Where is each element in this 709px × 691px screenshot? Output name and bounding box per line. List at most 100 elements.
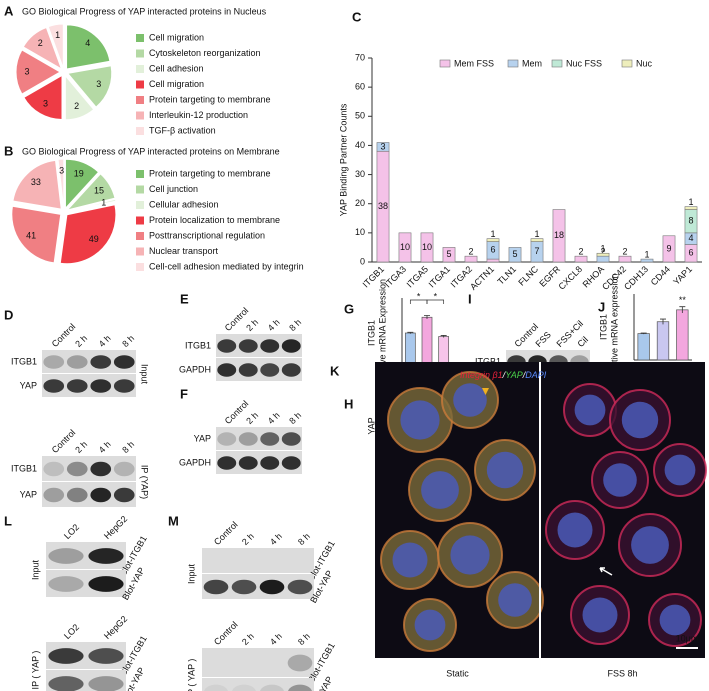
nucleus [664, 454, 696, 486]
blot-band [281, 339, 301, 353]
bar-value: 1 [600, 244, 605, 254]
legend-label: Protein localization to membrane [149, 215, 280, 225]
stain-label: / [502, 370, 507, 380]
lane-label: 8 h [120, 439, 136, 455]
blot-band [66, 355, 88, 369]
blot-strip [216, 451, 302, 474]
blot-band [113, 461, 135, 477]
bar-segment [420, 232, 434, 263]
blot-band [113, 379, 135, 393]
legend-swatch [136, 34, 144, 42]
y-axis-label: YAP Binding Partner Counts [338, 103, 348, 216]
blot-strip [42, 350, 136, 373]
bar [421, 316, 433, 369]
row-label: ITGB1 [11, 356, 37, 366]
legend-label: Cytoskeleton reorganization [149, 48, 261, 58]
panel-letter: M [168, 513, 179, 528]
blot-band [238, 432, 258, 446]
arrowhead-marker [482, 388, 489, 395]
slice-label: 3 [24, 66, 29, 76]
pie-slice [64, 158, 100, 210]
slice-label: 3 [43, 98, 48, 108]
y-tick-label: 50 [355, 111, 365, 121]
legend-swatch [621, 59, 633, 68]
blot-band [66, 379, 88, 393]
error-bar [407, 331, 414, 334]
legend-label: Nuclear transport [149, 246, 219, 256]
legend-label: Posttranscriptional regulation [149, 230, 265, 240]
bar-segment [486, 238, 500, 242]
significance-label: * [417, 291, 421, 301]
legend-swatch [136, 127, 144, 135]
bar-value: 9 [666, 243, 671, 253]
blot-band [43, 379, 65, 393]
slice-label: 4 [85, 38, 90, 48]
pie-slice [67, 198, 117, 212]
blot-band [48, 548, 84, 564]
error-bar [440, 335, 447, 338]
bar-value: 10 [400, 242, 410, 252]
blot-band [260, 339, 280, 353]
lane-label: 2 h [244, 317, 260, 333]
legend-swatch [136, 216, 144, 225]
legend-swatch [136, 185, 144, 194]
stain-title: Integrin β1/YAP/DAPI [460, 370, 547, 380]
panel-letter: B [4, 143, 13, 158]
nucleus [414, 609, 446, 641]
panel-letter: H [344, 396, 353, 411]
bar-value: 8 [688, 216, 693, 226]
error-bar [660, 318, 666, 325]
group-label: Input [140, 364, 150, 385]
blot-band [90, 461, 112, 477]
blot-band [88, 648, 124, 664]
nucleus [557, 512, 593, 548]
row-label: YAP [20, 380, 37, 390]
blot-band [90, 379, 112, 393]
panel-letter: J [598, 299, 605, 314]
blot-band [204, 684, 228, 691]
panel-letter: K [330, 363, 340, 378]
bar-segment [508, 247, 522, 263]
blot-band [48, 648, 84, 664]
legend-swatch [136, 201, 144, 209]
bar-value: 1 [490, 229, 495, 239]
lane-label: 8 h [287, 410, 303, 426]
slice-label: 2 [74, 101, 79, 111]
x-tick-label: TLN1 [495, 264, 518, 287]
panel-letter: A [4, 3, 14, 18]
bar-value: 7 [534, 246, 539, 256]
y-tick-label: 20 [355, 198, 365, 208]
blot-band [88, 676, 124, 691]
lane-label: Control [50, 428, 78, 456]
nucleus [400, 400, 440, 440]
bar-value: 2 [578, 247, 583, 257]
legend-swatch [136, 65, 144, 73]
bar-segment [684, 206, 698, 210]
pie-slice [11, 205, 62, 264]
nucleus [582, 597, 618, 633]
nucleus [453, 383, 487, 417]
slice-label: 41 [26, 231, 36, 241]
bar-value: 18 [554, 230, 564, 240]
lane-label: Control [212, 520, 240, 548]
y-tick-label: 70 [355, 52, 365, 62]
lane-label: 2 h [73, 333, 89, 349]
cell-ring [437, 522, 503, 588]
error-bar [640, 332, 647, 335]
row-label: YAP [194, 433, 211, 443]
legend-label: Nuc FSS [566, 58, 602, 68]
legend-swatch [136, 96, 144, 104]
group-label: Input [186, 563, 196, 584]
blot-strip [216, 358, 302, 381]
y-tick-label: 0 [360, 256, 365, 266]
x-tick-label: CDH13 [622, 264, 650, 292]
lane-label: Control [50, 322, 78, 350]
bar-value: 3 [380, 141, 385, 151]
x-tick-label: YAP1 [671, 264, 694, 287]
blot-strip [202, 648, 314, 677]
legend-label: Protein targeting to membrane [149, 168, 271, 178]
blot-band [113, 487, 135, 503]
legend-swatch [551, 59, 563, 68]
gene-label: ITGB1 [598, 314, 608, 340]
